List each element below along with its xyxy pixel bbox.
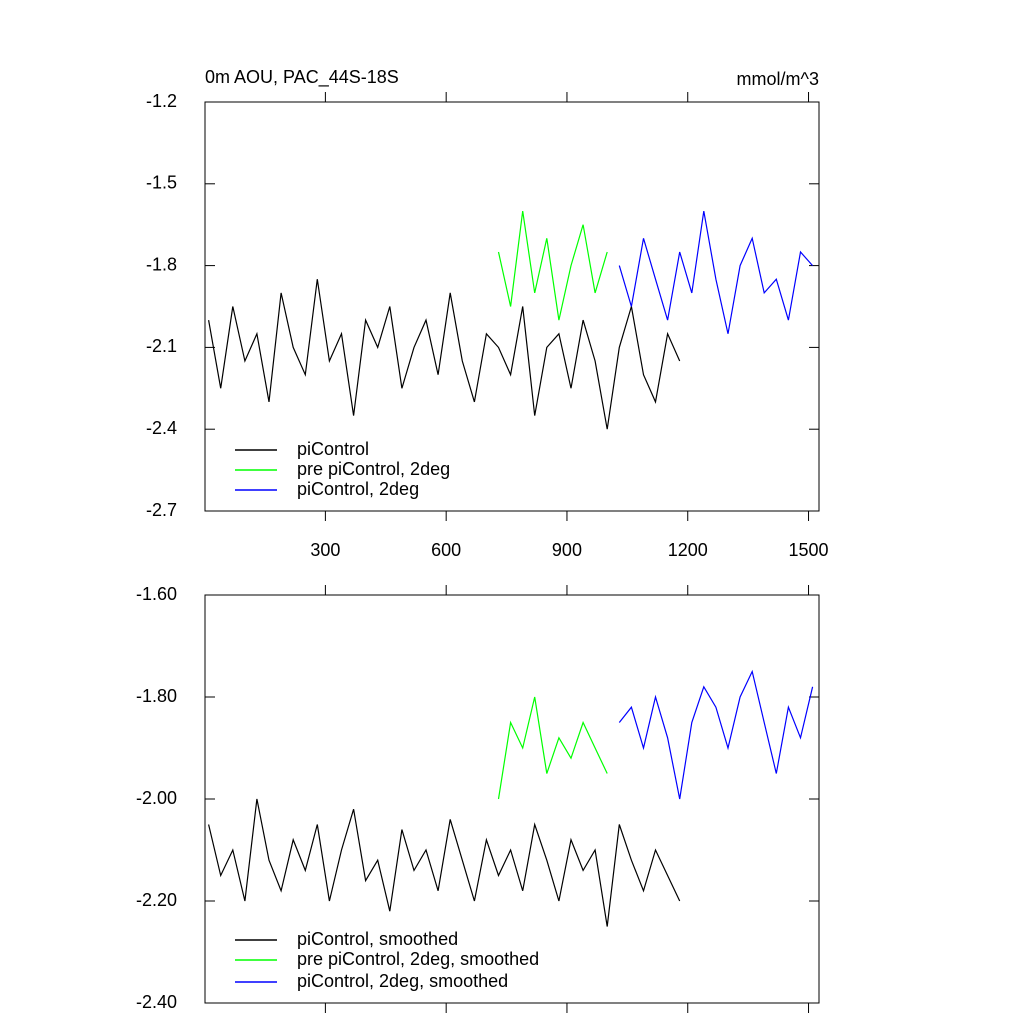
- series-line: [618, 210, 814, 334]
- chart-title: 0m AOU, PAC_44S-18S: [205, 67, 399, 88]
- x-tick-label: 1200: [668, 540, 708, 560]
- y-tick-label: -1.2: [146, 91, 177, 111]
- x-tick-label: 900: [552, 540, 582, 560]
- y-tick-label: -1.8: [146, 254, 177, 274]
- y-tick-label: -2.7: [146, 500, 177, 520]
- y-tick-label: -1.5: [146, 173, 177, 193]
- y-tick-label: -2.4: [146, 418, 177, 438]
- series-line: [208, 279, 681, 430]
- series-line: [618, 669, 814, 800]
- y-tick-label: -1.80: [136, 686, 177, 706]
- legend-label: pre piControl, 2deg: [297, 459, 450, 479]
- y-tick-label: -2.00: [136, 788, 177, 808]
- y-tick-label: -1.60: [136, 584, 177, 604]
- plot-frame: [204, 101, 820, 512]
- legend-label: piControl, 2deg, smoothed: [297, 971, 508, 991]
- y-tick-label: -2.20: [136, 890, 177, 910]
- legend-label: piControl, smoothed: [297, 929, 458, 949]
- y-tick-label: -2.1: [146, 336, 177, 356]
- x-tick-label: 600: [431, 540, 461, 560]
- legend-label: piControl: [297, 439, 369, 459]
- series-line: [497, 211, 608, 321]
- series-line: [208, 798, 681, 927]
- x-tick-label: 1500: [789, 540, 829, 560]
- units-label: mmol/m^3: [737, 69, 819, 89]
- series-line: [497, 696, 608, 800]
- legend-label: piControl, 2deg: [297, 479, 419, 499]
- x-tick-label: 300: [310, 540, 340, 560]
- legend-label: pre piControl, 2deg, smoothed: [297, 949, 539, 969]
- y-tick-label: -2.40: [136, 992, 177, 1012]
